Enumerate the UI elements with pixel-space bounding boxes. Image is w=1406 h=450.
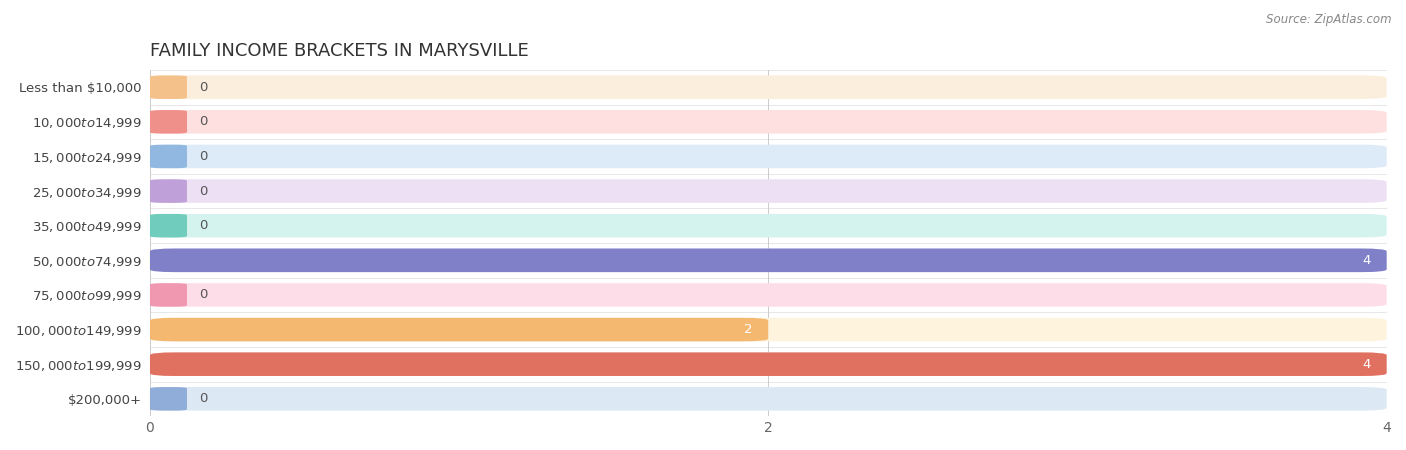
Text: 0: 0 [200,392,208,405]
Text: 0: 0 [200,115,208,128]
FancyBboxPatch shape [150,352,1386,376]
FancyBboxPatch shape [150,110,1386,134]
FancyBboxPatch shape [150,214,1386,238]
FancyBboxPatch shape [150,145,1386,168]
Text: 4: 4 [1362,358,1371,371]
FancyBboxPatch shape [150,352,1386,376]
FancyBboxPatch shape [150,248,1386,272]
Text: 0: 0 [200,184,208,198]
FancyBboxPatch shape [150,387,187,410]
FancyBboxPatch shape [150,283,1386,307]
Text: 4: 4 [1362,254,1371,267]
Text: 0: 0 [200,288,208,302]
FancyBboxPatch shape [150,76,187,99]
FancyBboxPatch shape [150,110,187,134]
Text: 0: 0 [200,81,208,94]
FancyBboxPatch shape [150,318,768,342]
FancyBboxPatch shape [150,283,187,307]
Text: 0: 0 [200,219,208,232]
FancyBboxPatch shape [150,318,1386,342]
Text: 0: 0 [200,150,208,163]
FancyBboxPatch shape [150,145,187,168]
FancyBboxPatch shape [150,76,1386,99]
Text: FAMILY INCOME BRACKETS IN MARYSVILLE: FAMILY INCOME BRACKETS IN MARYSVILLE [150,42,529,60]
Text: Source: ZipAtlas.com: Source: ZipAtlas.com [1267,14,1392,27]
FancyBboxPatch shape [150,179,1386,203]
FancyBboxPatch shape [150,387,1386,410]
FancyBboxPatch shape [150,179,187,203]
FancyBboxPatch shape [150,214,187,238]
FancyBboxPatch shape [150,248,1386,272]
Text: 2: 2 [744,323,752,336]
